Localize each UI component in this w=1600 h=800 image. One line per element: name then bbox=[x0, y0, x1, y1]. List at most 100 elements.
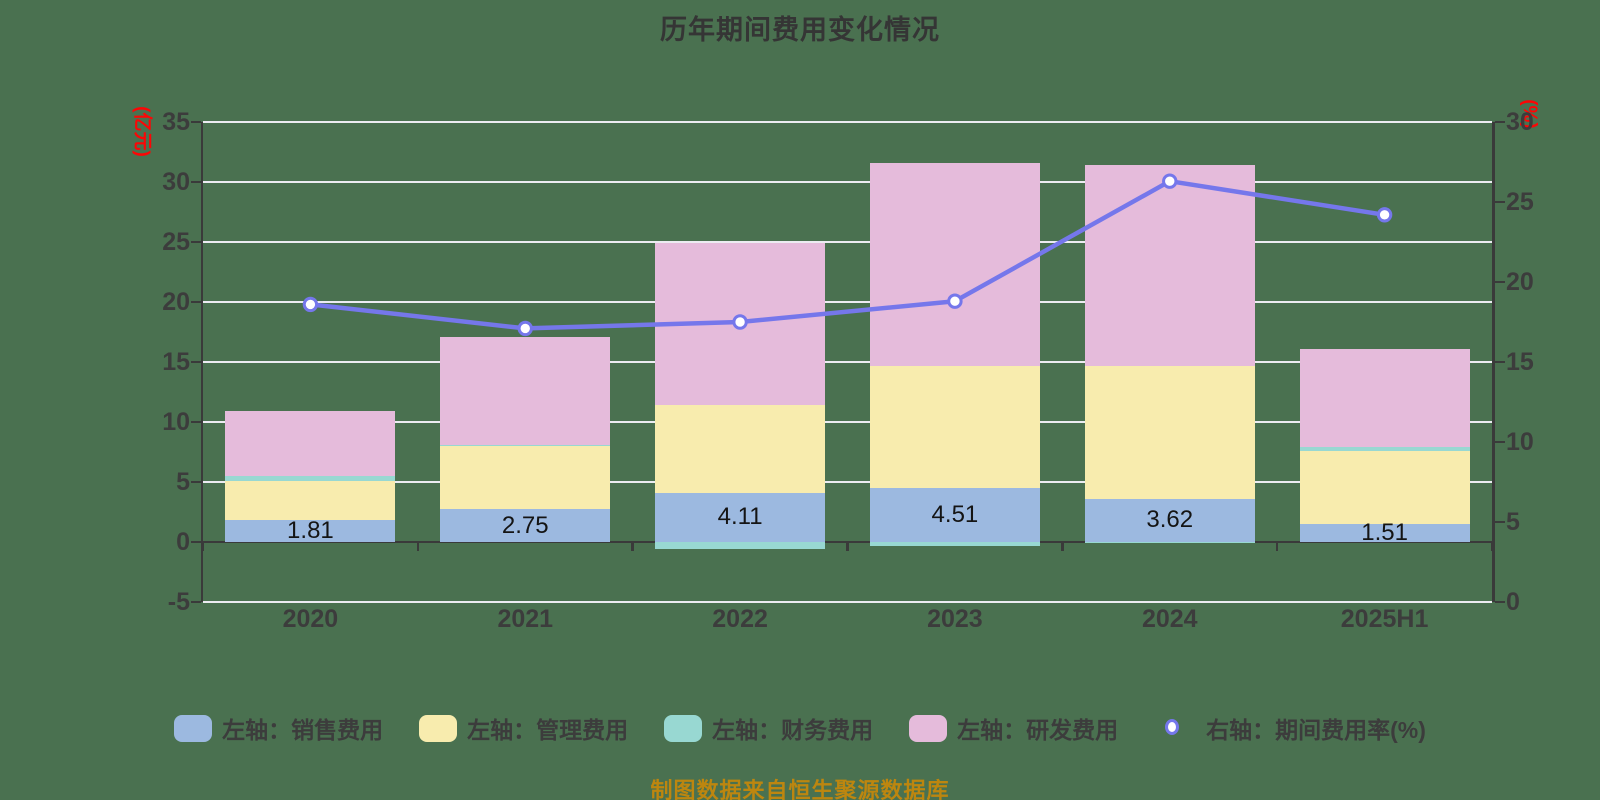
bar-segment[interactable] bbox=[869, 487, 1040, 542]
bar-segment[interactable] bbox=[1299, 447, 1470, 451]
legend-label: 左轴：管理费用 bbox=[467, 717, 629, 743]
gridline bbox=[203, 301, 1492, 303]
bar-segment[interactable] bbox=[440, 445, 611, 446]
bar-segment[interactable] bbox=[869, 365, 1040, 488]
bar-value-label: 4.11 bbox=[717, 503, 763, 531]
x-axis-boundary-tick bbox=[1061, 542, 1064, 551]
x-axis-boundary-tick bbox=[1275, 542, 1279, 551]
left-axis-tick bbox=[190, 360, 201, 364]
x-axis-boundary-tick bbox=[1490, 542, 1494, 551]
sales-expense-swatch-icon bbox=[174, 714, 213, 742]
right-axis-tick bbox=[1494, 200, 1505, 204]
left-axis-tick bbox=[190, 120, 201, 124]
bar-segment[interactable] bbox=[1084, 542, 1255, 543]
gridline bbox=[203, 121, 1492, 123]
line-data-point-marker[interactable] bbox=[1376, 207, 1393, 223]
bar-value-label: 2.75 bbox=[501, 511, 549, 539]
x-axis-category-label: 2023 bbox=[927, 605, 983, 633]
bar-segment[interactable] bbox=[869, 163, 1040, 366]
left-axis-tick bbox=[190, 420, 201, 424]
chart-title: 历年期间费用变化情况 bbox=[660, 15, 940, 45]
bar-segment[interactable] bbox=[440, 509, 611, 542]
bar-segment[interactable] bbox=[1084, 498, 1255, 542]
bar-value-label: 4.51 bbox=[931, 500, 979, 528]
bar-segment[interactable] bbox=[1084, 165, 1255, 366]
right-axis-tick-label: 25 bbox=[1506, 188, 1534, 216]
right-axis-tick-label: 15 bbox=[1506, 348, 1534, 376]
right-axis-tick bbox=[1494, 600, 1505, 604]
left-axis-tick bbox=[190, 540, 201, 544]
legend-label: 左轴：财务费用 bbox=[712, 717, 874, 743]
legend-label: 右轴：期间费用率(%) bbox=[1206, 717, 1426, 743]
x-axis-category-label: 2024 bbox=[1141, 605, 1198, 633]
rnd-expense-swatch-icon bbox=[909, 714, 948, 742]
x-axis-boundary-tick bbox=[201, 542, 205, 551]
bar-value-label: 1.51 bbox=[1361, 518, 1408, 546]
left-axis-tick bbox=[190, 240, 201, 244]
finance-expense-swatch-icon bbox=[664, 714, 703, 742]
bar-segment[interactable] bbox=[869, 542, 1040, 546]
legend-item-sales-expense[interactable]: 左轴：销售费用 bbox=[174, 711, 383, 745]
bar-segment[interactable] bbox=[440, 336, 611, 446]
right-axis-tick-label: 10 bbox=[1506, 428, 1534, 456]
bar-segment[interactable] bbox=[655, 542, 826, 550]
right-axis-tick-label: 30 bbox=[1506, 108, 1534, 136]
footer-source-note: 制图数据来自恒生聚源数据库 bbox=[650, 778, 950, 800]
gridline bbox=[203, 361, 1492, 363]
left-axis-tick-label: 30 bbox=[162, 168, 190, 196]
right-axis-tick-label: 20 bbox=[1506, 268, 1534, 296]
bar-segment[interactable] bbox=[1299, 523, 1470, 542]
bar-segment[interactable] bbox=[225, 481, 396, 521]
gridline bbox=[203, 481, 1492, 483]
left-axis-tick bbox=[190, 300, 201, 304]
legend-item-finance-expense[interactable]: 左轴：财务费用 bbox=[664, 711, 873, 745]
gridline bbox=[203, 181, 1492, 183]
bar-segment[interactable] bbox=[655, 242, 826, 405]
x-axis-boundary-tick bbox=[631, 542, 634, 551]
legend-item-admin-expense[interactable]: 左轴：管理费用 bbox=[419, 711, 628, 745]
right-axis-tick-label: 0 bbox=[1506, 588, 1520, 616]
left-axis-line bbox=[200, 122, 203, 602]
right-axis-line bbox=[1492, 122, 1495, 602]
right-axis-tick bbox=[1494, 360, 1505, 364]
gridline bbox=[203, 421, 1492, 423]
expense-ratio-line-marker-icon bbox=[1154, 715, 1196, 742]
legend-label: 左轴：研发费用 bbox=[957, 717, 1119, 743]
right-axis-tick bbox=[1494, 120, 1505, 124]
bar-segment[interactable] bbox=[440, 446, 611, 509]
legend-label: 左轴：销售费用 bbox=[222, 717, 384, 743]
left-axis-tick-label: 0 bbox=[176, 528, 190, 556]
x-axis-category-label: 2025H1 bbox=[1340, 605, 1429, 633]
left-axis-tick-label: 20 bbox=[162, 288, 190, 316]
bar-segment[interactable] bbox=[1084, 365, 1255, 499]
bar-segment[interactable] bbox=[225, 520, 396, 542]
legend-item-expense-ratio[interactable]: 右轴：期间费用率(%) bbox=[1154, 711, 1426, 745]
x-axis-boundary-tick bbox=[846, 542, 849, 551]
bar-segment[interactable] bbox=[1299, 349, 1470, 448]
bar-segment[interactable] bbox=[225, 476, 396, 482]
right-axis-tick-label: 5 bbox=[1506, 508, 1520, 536]
bar-segment[interactable] bbox=[1299, 450, 1470, 524]
line-data-point-marker[interactable] bbox=[517, 320, 533, 337]
left-axis-tick-label: 35 bbox=[162, 108, 190, 136]
right-axis-tick bbox=[1494, 440, 1505, 444]
left-axis-tick bbox=[190, 180, 201, 184]
left-axis-tick bbox=[190, 480, 201, 484]
bar-segment[interactable] bbox=[225, 410, 396, 476]
admin-expense-swatch-icon bbox=[419, 714, 458, 742]
x-axis-category-label: 2022 bbox=[712, 605, 768, 633]
x-axis-category-label: 2020 bbox=[282, 605, 339, 633]
bar-segment[interactable] bbox=[655, 404, 826, 493]
right-axis-tick bbox=[1494, 280, 1505, 284]
left-axis-tick bbox=[190, 600, 201, 604]
left-axis-tick-label: 25 bbox=[162, 228, 190, 256]
legend: 左轴：销售费用 左轴：管理费用 左轴：财务费用 左轴：研发费用 右轴：期间费用率… bbox=[0, 711, 1600, 745]
x-axis-category-label: 2021 bbox=[497, 605, 554, 633]
left-axis-tick-label: 15 bbox=[162, 348, 190, 376]
bar-segment[interactable] bbox=[655, 492, 826, 542]
x-axis-boundary-tick bbox=[416, 542, 420, 551]
left-axis-tick-label: -5 bbox=[167, 588, 190, 616]
legend-item-rnd-expense[interactable]: 左轴：研发费用 bbox=[909, 711, 1118, 745]
right-axis-tick bbox=[1494, 520, 1505, 524]
